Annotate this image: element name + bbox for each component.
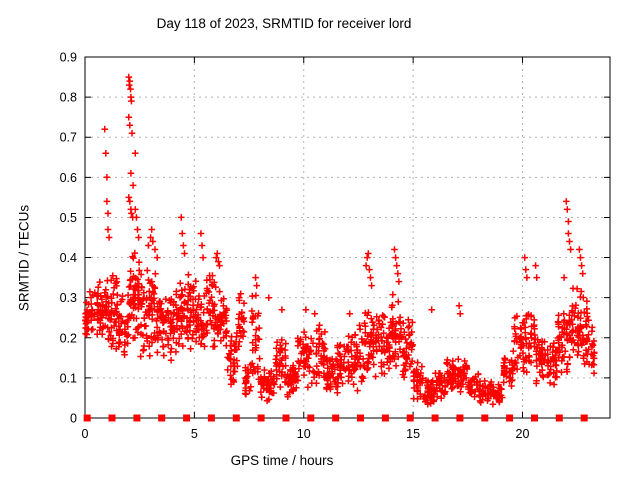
chart-title: Day 118 of 2023, SRMTID for receiver lor… [156,16,412,31]
x-tick-label: 0 [82,427,89,441]
y-tick-label: 0.6 [60,171,77,185]
grid-lines [85,57,610,418]
y-tick-label: 0.2 [60,331,77,345]
data-points [82,73,598,422]
x-tick-label: 20 [516,427,530,441]
x-tick-label: 5 [191,427,198,441]
plot-border [84,56,611,419]
x-axis-label: GPS time / hours [230,453,334,468]
y-tick-label: 0.4 [60,251,77,265]
zero-square-markers [83,414,588,422]
y-tick-label: 0.9 [60,51,77,65]
x-tick-label: 15 [406,427,420,441]
y-axis-label: SRMTID / TECUs [16,204,32,312]
y-tick-label: 0.7 [60,131,77,145]
y-tick-label: 0.3 [60,291,77,305]
y-tick-label: 0 [70,412,77,426]
y-tick-label: 0.1 [60,371,77,385]
y-tick-label: 0.5 [60,211,77,225]
x-tick-label: 10 [297,427,311,441]
y-tick-label: 0.8 [60,91,77,105]
